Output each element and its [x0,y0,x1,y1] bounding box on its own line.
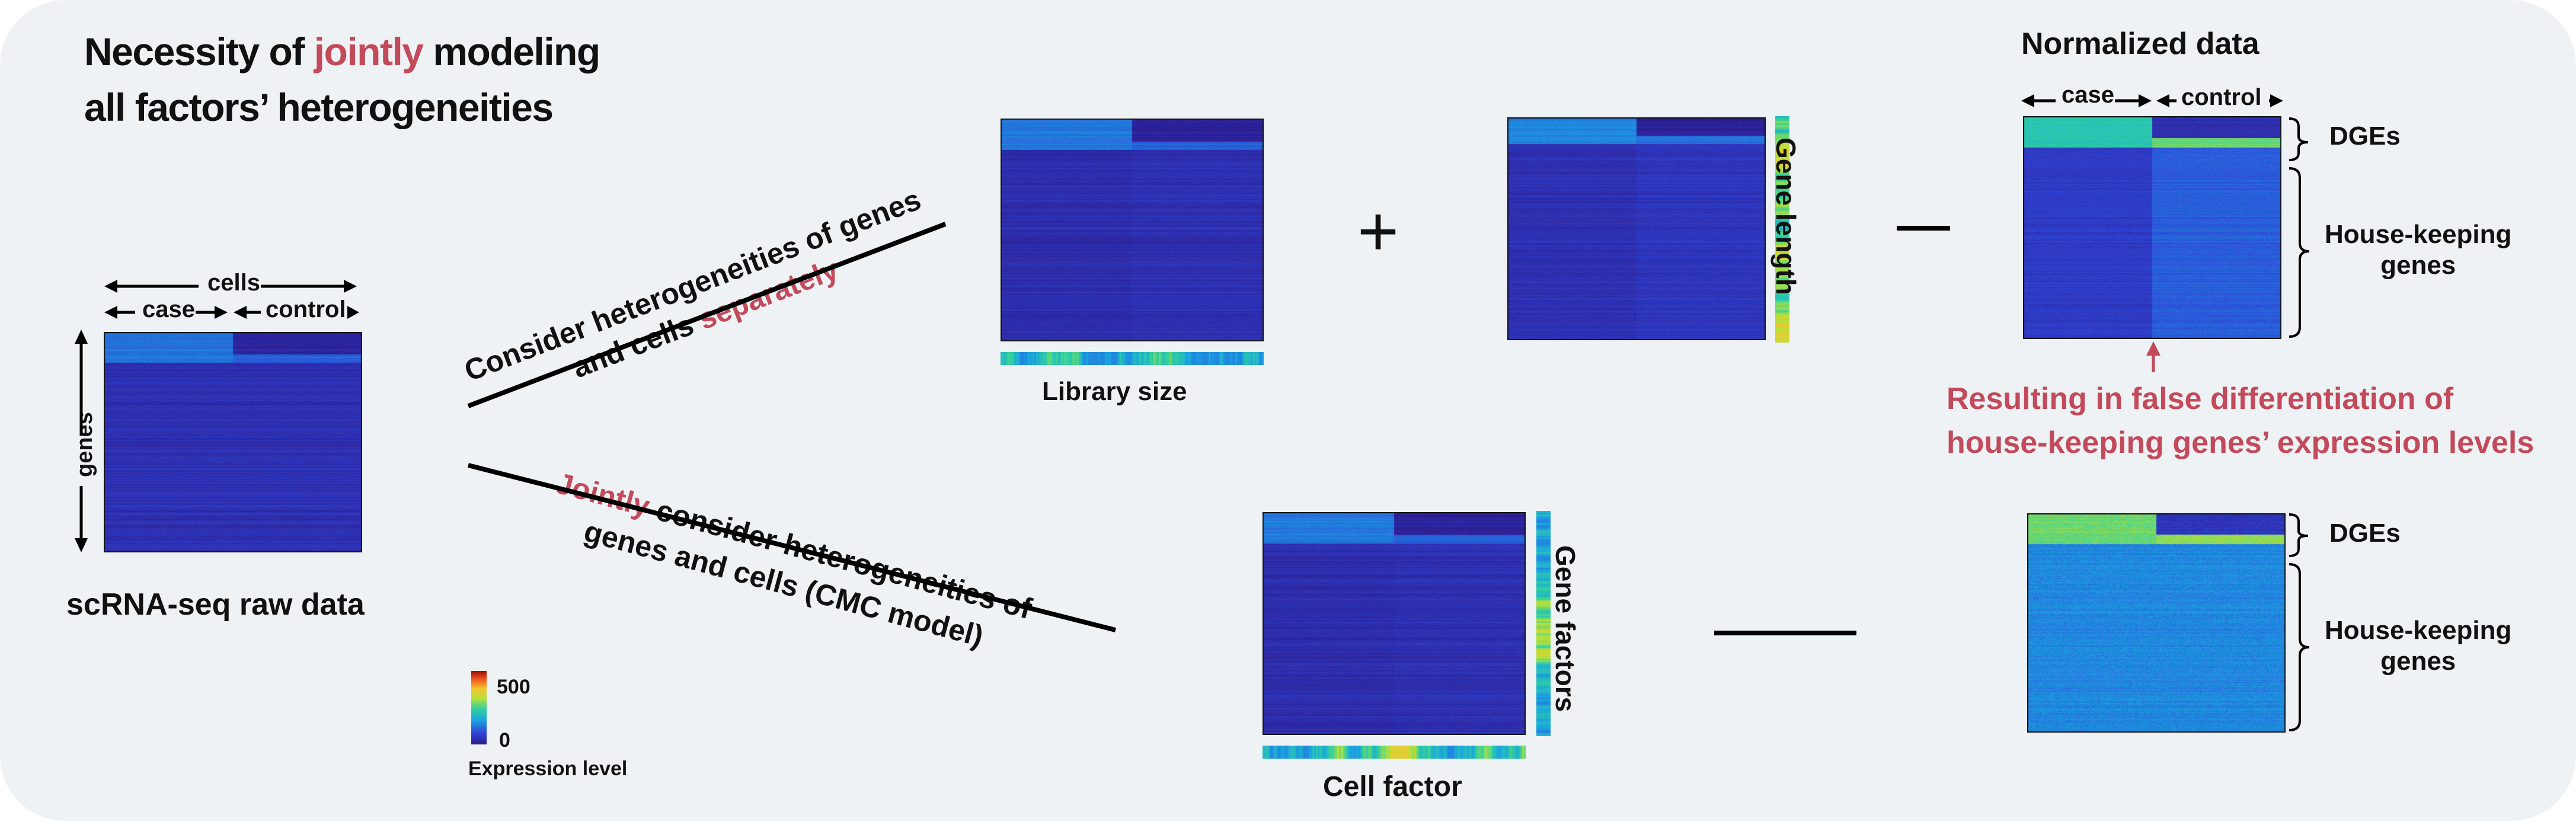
raw-control-label: control [266,296,346,322]
colorbar-max: 500 [497,676,530,698]
title-emphasis: jointly [314,30,424,73]
norm-axis-arrows [2021,94,2283,107]
gene-length-heatmap [1507,117,1766,340]
housekeeping-label-top: House-keeping genes [2325,219,2511,281]
braces [2289,117,2310,731]
raw-case-label: case [142,296,195,322]
title-line2: all factors’ heterogeneities [84,85,554,129]
gene-length-bar [1775,116,1789,343]
normalized-heatmap-separate [2023,116,2281,339]
housekeeping-top-line1: House-keeping [2325,220,2512,249]
library-size-bar [1001,352,1264,365]
raw-data-heatmap [104,332,362,552]
title-line1-post: modeling [423,30,600,73]
library-size-caption: Library size [1042,377,1187,406]
cmc-heatmap [1263,512,1526,735]
title-line1-pre: Necessity of [84,30,314,73]
dges-label-top: DGEs [2329,122,2401,151]
plus-sign: + [1357,191,1399,271]
cell-factor-caption: Cell factor [1323,771,1462,803]
housekeeping-top-line2: genes [2380,251,2456,280]
normalized-title: Normalized data [2021,27,2259,61]
expression-colorbar [471,671,487,744]
false-diff-line1: Resulting in false differentiation of [1947,382,2454,416]
normalized-heatmap-cmc [2027,513,2286,733]
norm-case-label: case [2062,82,2114,108]
false-differentiation-note: Resulting in false differentiation of ho… [1947,377,2534,465]
false-diff-line2: house-keeping genes’ expression levels [1947,426,2535,460]
library-size-heatmap [1001,119,1264,341]
cells-label: cells [207,270,260,296]
bottom-path-arrow [468,463,1116,632]
raw-data-caption: scRNA-seq raw data [66,587,365,622]
raw-axis-arrows [75,280,359,552]
housekeeping-bottom-line1: House-keeping [2325,616,2512,645]
colorbar-min: 0 [499,729,510,752]
top-path-arrow [467,222,947,408]
norm-control-label: control [2181,84,2262,110]
housekeeping-bottom-line2: genes [2380,647,2456,676]
dges-label-bottom: DGEs [2329,519,2401,548]
housekeeping-label-bottom: House-keeping genes [2325,615,2511,677]
figure-title: Necessity of jointly modeling all factor… [84,24,600,135]
gene-factors-bar [1536,511,1551,736]
colorbar-caption: Expression level [468,757,628,780]
cell-factor-bar [1263,746,1526,759]
false-diff-arrow [2146,341,2160,372]
